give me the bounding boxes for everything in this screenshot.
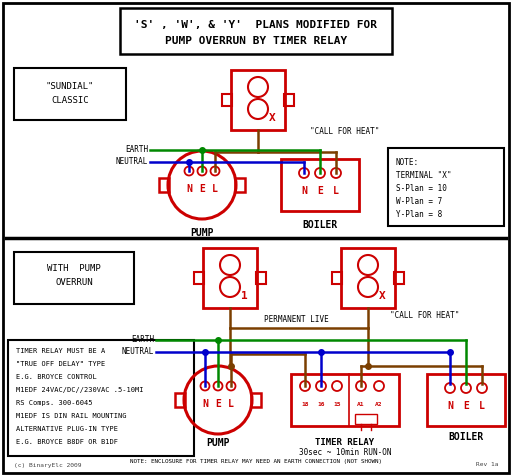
Text: OVERRUN: OVERRUN: [55, 278, 93, 287]
Text: EARTH: EARTH: [131, 336, 154, 345]
Text: S-Plan = 10: S-Plan = 10: [396, 184, 447, 193]
Text: M1EDF 24VAC/DC//230VAC .5-10MI: M1EDF 24VAC/DC//230VAC .5-10MI: [16, 387, 143, 393]
Text: PUMP: PUMP: [206, 438, 230, 448]
Text: E.G. BROYCE CONTROL: E.G. BROYCE CONTROL: [16, 374, 97, 380]
Text: E: E: [199, 184, 205, 194]
Bar: [231, 70, 285, 130]
Text: PUMP OVERRUN BY TIMER RELAY: PUMP OVERRUN BY TIMER RELAY: [165, 36, 347, 46]
Text: N: N: [301, 186, 307, 196]
Text: "CALL FOR HEAT": "CALL FOR HEAT": [390, 311, 459, 320]
Bar: [427, 374, 505, 426]
Text: X: X: [379, 291, 386, 301]
Text: E: E: [317, 186, 323, 196]
Text: E: E: [215, 399, 221, 409]
Text: E: E: [463, 401, 469, 411]
Text: 15: 15: [333, 403, 341, 407]
Text: NEUTRAL: NEUTRAL: [122, 347, 154, 357]
Bar: [281, 159, 359, 211]
Bar: [291, 374, 399, 426]
Text: L: L: [228, 399, 234, 409]
Bar: [8, 340, 194, 456]
Text: 16: 16: [317, 403, 325, 407]
Text: TERMINAL "X": TERMINAL "X": [396, 171, 452, 180]
Bar: [256, 272, 266, 284]
Text: (c) BinaryElc 2009: (c) BinaryElc 2009: [14, 463, 81, 467]
Bar: [203, 248, 257, 308]
Bar: [341, 248, 395, 308]
Text: TIMER RELAY MUST BE A: TIMER RELAY MUST BE A: [16, 348, 105, 354]
Text: N: N: [202, 399, 208, 409]
Text: NOTE:: NOTE:: [396, 158, 419, 167]
Bar: [14, 252, 134, 304]
Text: RS Comps. 300-6045: RS Comps. 300-6045: [16, 400, 93, 406]
Text: "SUNDIAL": "SUNDIAL": [46, 82, 94, 91]
Text: M1EDF IS DIN RAIL MOUNTING: M1EDF IS DIN RAIL MOUNTING: [16, 413, 126, 419]
Text: L: L: [333, 186, 339, 196]
Text: "CALL FOR HEAT": "CALL FOR HEAT": [310, 128, 379, 137]
Text: 'S' , 'W', & 'Y'  PLANS MODIFIED FOR: 'S' , 'W', & 'Y' PLANS MODIFIED FOR: [135, 20, 377, 30]
Text: BOILER: BOILER: [449, 432, 484, 442]
Bar: [332, 272, 342, 284]
Text: CLASSIC: CLASSIC: [51, 96, 89, 105]
Text: 18: 18: [301, 403, 309, 407]
Bar: [222, 94, 232, 106]
Text: E.G. BROYCE B8DF OR B1DF: E.G. BROYCE B8DF OR B1DF: [16, 439, 118, 445]
Bar: [175, 393, 185, 407]
Text: 30sec ~ 10min RUN-ON: 30sec ~ 10min RUN-ON: [298, 448, 391, 457]
Text: PUMP: PUMP: [190, 228, 214, 238]
Text: EARTH: EARTH: [125, 146, 148, 155]
Text: NOTE: ENCLOSURE FOR TIMER RELAY MAY NEED AN EARTH CONNECTION (NOT SHOWN): NOTE: ENCLOSURE FOR TIMER RELAY MAY NEED…: [130, 459, 382, 465]
Text: Rev 1a: Rev 1a: [476, 463, 498, 467]
Text: "TRUE OFF DELAY" TYPE: "TRUE OFF DELAY" TYPE: [16, 361, 105, 367]
Bar: [251, 393, 261, 407]
Text: TIMER RELAY: TIMER RELAY: [315, 438, 375, 447]
Text: N: N: [447, 401, 453, 411]
Text: X: X: [269, 113, 275, 123]
Text: A2: A2: [375, 403, 383, 407]
Bar: [394, 272, 404, 284]
Text: A1: A1: [357, 403, 365, 407]
Bar: [194, 272, 204, 284]
Text: NEUTRAL: NEUTRAL: [116, 158, 148, 167]
Bar: [284, 94, 294, 106]
Text: L: L: [479, 401, 485, 411]
Bar: [388, 148, 504, 226]
Bar: [159, 178, 169, 192]
Text: N: N: [186, 184, 192, 194]
Bar: [120, 8, 392, 54]
Text: WITH  PUMP: WITH PUMP: [47, 264, 101, 273]
Text: L: L: [212, 184, 218, 194]
Text: W-Plan = 7: W-Plan = 7: [396, 197, 442, 206]
Text: Y-Plan = 8: Y-Plan = 8: [396, 210, 442, 219]
Text: PERMANENT LIVE: PERMANENT LIVE: [264, 316, 328, 325]
Bar: [235, 178, 245, 192]
Text: 1: 1: [241, 291, 247, 301]
Bar: [355, 414, 377, 424]
Text: ALTERNATIVE PLUG-IN TYPE: ALTERNATIVE PLUG-IN TYPE: [16, 426, 118, 432]
Text: BOILER: BOILER: [303, 220, 337, 230]
Bar: [14, 68, 126, 120]
